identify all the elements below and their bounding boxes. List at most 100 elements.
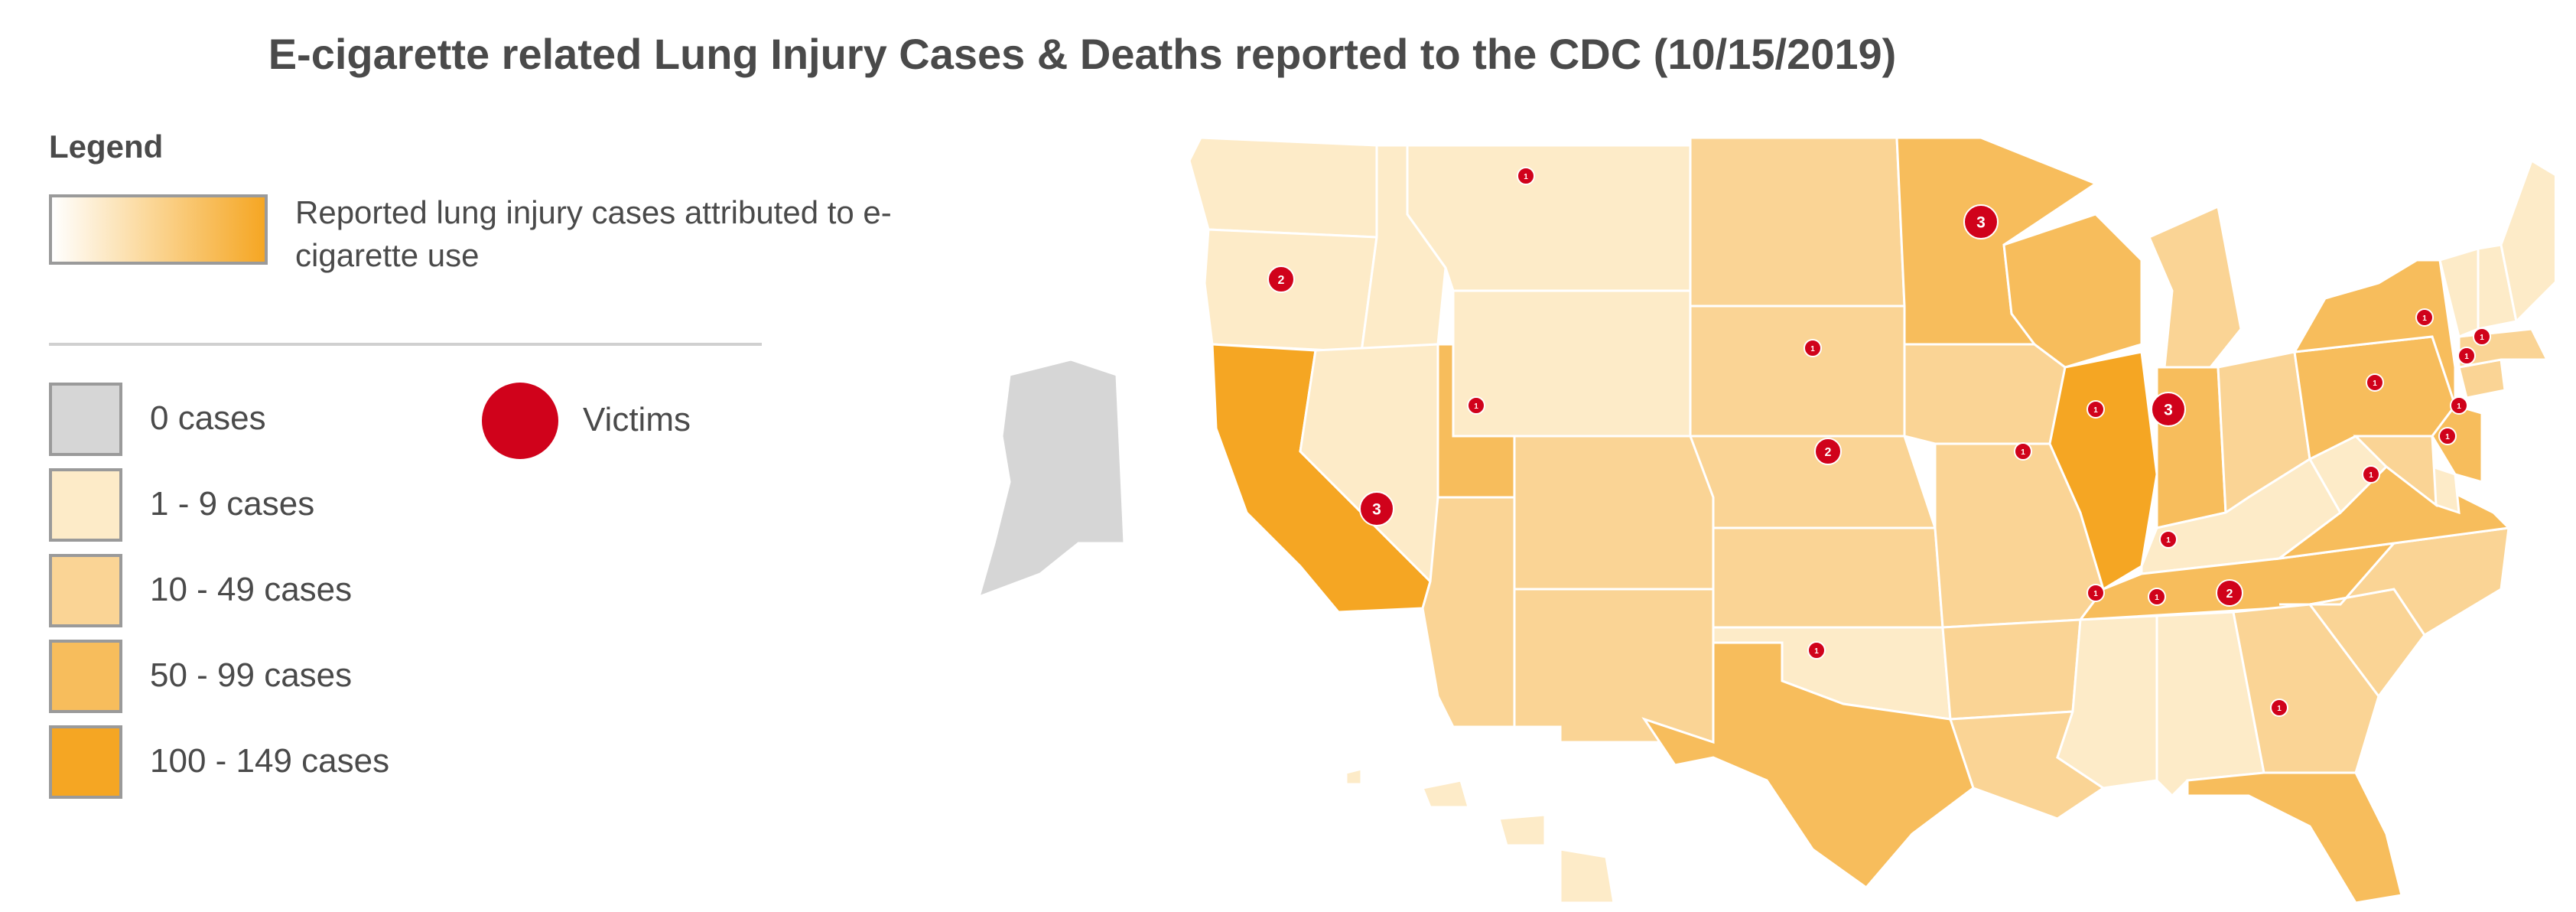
victim-marker-count: 1 [2464,353,2469,361]
legend-label: 1 - 9 cases [150,485,315,523]
victims-legend-icon [482,383,558,459]
victim-marker: 1 [2086,400,2105,419]
us-map: 1 2 3 1 3 1 2 1 1 3 1 1 1 1 2 1 1 1 1 1 1 1 1 [979,136,2555,903]
victim-marker-count: 1 [2445,433,2450,441]
victim-marker-circle [2473,327,2491,346]
victim-marker-circle [2148,588,2166,606]
victim-marker: 3 [2151,392,2186,427]
victim-marker-circle [2362,465,2380,484]
state-washington [1188,136,1378,239]
victim-marker: 3 [1359,491,1394,526]
state-illinois [2048,350,2158,591]
victim-marker: 1 [1807,641,1826,660]
state-michigan [2148,204,2243,369]
victim-marker: 2 [1267,265,1295,293]
state-alaska [979,358,1126,598]
legend-label: 0 cases [150,399,266,437]
state-colorado [1513,435,1715,591]
state-montana [1406,144,1692,292]
victim-marker-circle [1467,396,1485,415]
victim-marker-circle [2438,427,2457,445]
victim-marker-count: 1 [2021,448,2025,457]
victim-marker-count: 3 [2164,402,2173,419]
victim-marker: 1 [2014,442,2032,461]
victim-marker-circle [2014,442,2032,461]
legend-label: 50 - 99 cases [150,656,353,694]
victim-marker-count: 1 [2422,314,2427,323]
state-north-carolina [2279,526,2510,637]
victim-marker-count: 1 [2373,379,2377,388]
victim-marker: 1 [2415,308,2434,327]
legend-swatch [49,383,122,456]
victim-marker: 1 [2148,588,2166,606]
victim-marker-circle [2450,396,2468,415]
legend-label: 10 - 49 cases [150,571,353,608]
gradient-swatch [49,194,268,265]
victim-marker-count: 1 [1814,647,1819,656]
state-georgia [2232,603,2380,774]
victim-marker: 1 [2366,373,2384,392]
victim-marker: 2 [2216,579,2243,607]
victim-marker-circle [1359,491,1394,526]
victim-marker-count: 1 [2166,536,2171,545]
victim-marker-circle [1807,641,1826,660]
state-wisconsin [2002,213,2143,369]
victim-marker-circle [1267,265,1295,293]
legend-swatch [49,725,122,799]
victim-marker-circle [2086,400,2105,419]
state-arkansas [1941,618,2082,721]
state-iowa [1903,343,2067,445]
victim-marker-circle [1517,167,1535,185]
victim-marker-circle [2151,392,2186,427]
victim-marker-circle [1804,339,1822,357]
victims-legend-label: Victims [583,401,691,438]
victim-marker-circle [2457,347,2476,365]
legend-swatch [49,640,122,713]
state-new-jersey [2431,404,2483,484]
victim-marker-circle [2415,308,2434,327]
victim-marker-count: 3 [1976,214,1986,232]
victim-marker: 1 [1804,339,1822,357]
victim-marker: 1 [2362,465,2380,484]
victim-marker-circle [2270,699,2288,717]
victim-marker-count: 1 [2277,705,2282,713]
victim-marker: 1 [2473,327,2491,346]
victim-marker: 1 [2159,530,2178,549]
victim-marker-count: 1 [2093,406,2098,415]
legend-swatch [49,468,122,542]
state-oregon [1203,228,1378,353]
state-new-mexico [1513,588,1715,744]
victim-marker-circle [2366,373,2384,392]
state-hawaii [1345,767,1615,903]
legend-swatch [49,554,122,627]
victim-marker: 3 [1963,204,1999,239]
state-maryland [2353,435,2438,508]
victim-marker-circle [1963,204,1999,239]
victim-marker-count: 2 [2226,588,2233,601]
victim-marker: 1 [1467,396,1485,415]
victim-marker-count: 3 [1372,501,1381,519]
state-kansas [1712,526,1944,629]
victim-marker-count: 1 [1810,345,1815,353]
victim-marker-count: 1 [2093,590,2098,598]
victim-marker-count: 1 [2369,471,2373,480]
legend-heading: Legend [49,129,164,164]
state-nebraska [1688,435,1937,529]
victim-marker-count: 2 [1825,446,1832,459]
victim-marker-circle [2086,584,2105,602]
gradient-label: Reported lung injury cases attributed to… [295,194,892,273]
victim-marker-circle [2159,530,2178,549]
victim-marker-count: 1 [2457,402,2461,411]
state-florida [2186,771,2403,903]
victim-marker: 1 [2438,427,2457,445]
state-indiana [2155,366,2227,529]
victim-marker: 1 [2270,699,2288,717]
state-maine [2500,158,2555,324]
victim-marker: 2 [1814,438,1842,465]
victim-marker-circle [2216,579,2243,607]
victim-marker-circle [1814,438,1842,465]
state-wyoming [1452,289,1692,438]
victim-marker: 1 [2450,396,2468,415]
victim-marker-count: 1 [2480,334,2484,342]
map-title: E-cigarette related Lung Injury Cases & … [268,30,1897,78]
